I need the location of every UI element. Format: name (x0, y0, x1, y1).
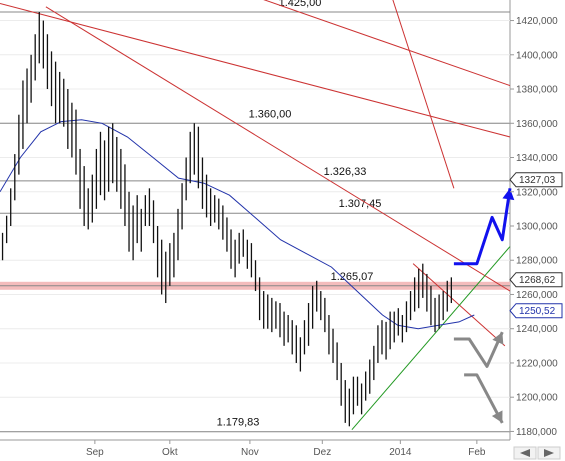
projection-arrowhead (491, 410, 503, 423)
y-tick-label: 1200,000 (516, 393, 558, 404)
candles-group (1, 11, 453, 427)
trend-line (45, 6, 511, 292)
x-tick-label: Okt (162, 447, 178, 458)
scroll-arrows[interactable] (513, 446, 561, 460)
y-axis: 1180,000 1200,000 1220,000 1240,000 1260,000… (510, 16, 558, 438)
x-tick-label: Nov (241, 447, 259, 458)
chevron-left-icon (520, 449, 530, 457)
projection-arrow (453, 331, 504, 368)
projection-arrows (453, 188, 515, 424)
y-tick-label: 1400,000 (516, 50, 558, 61)
x-tick-label: Dez (313, 447, 331, 458)
x-tick-label: 2014 (389, 447, 412, 458)
trend-line (263, 0, 511, 87)
price-badges: 1327,03 1268,62 1250,52 (509, 172, 563, 319)
level-label: 1.265,07 (331, 271, 374, 283)
x-tick-label: Feb (468, 447, 486, 458)
horizontal-levels: 1.425,00 1.360,00 1.326,33 1.307,45 1.265,07… (0, 0, 510, 433)
y-tick-label: 1180,000 (516, 427, 557, 438)
y-tick-label: 1360,000 (516, 119, 558, 130)
level-label: 1.326,33 (324, 166, 367, 178)
trend-line (392, 0, 455, 189)
projection-arrowhead (502, 188, 515, 201)
price-badge (509, 272, 563, 288)
x-tick-label: Sep (86, 447, 104, 458)
trend-line (351, 246, 511, 431)
y-tick-label: 1300,000 (516, 221, 558, 232)
chevron-right-icon (544, 449, 554, 457)
y-tick-label: 1240,000 (516, 324, 558, 335)
trend-line (0, 2, 511, 138)
trend-lines (0, 0, 511, 431)
price-badge (509, 303, 563, 319)
y-tick-label: 1380,000 (516, 85, 558, 96)
price-badge (509, 172, 563, 188)
y-tick-label: 1280,000 (516, 256, 558, 267)
level-label: 1.179,83 (217, 417, 260, 429)
projection-arrowhead (492, 332, 504, 345)
projection-arrow (453, 188, 512, 266)
level-label: 1.307,45 (339, 198, 382, 210)
grid-lines (0, 20, 510, 432)
price-badge-label: 1250,52 (519, 306, 556, 317)
y-tick-label: 1220,000 (516, 358, 558, 369)
level-label: 1.425,00 (279, 0, 322, 9)
y-tick-label: 1320,000 (516, 187, 558, 198)
price-badge-label: 1327,03 (519, 175, 556, 186)
y-tick-label: 1340,000 (516, 153, 558, 164)
y-tick-label: 1420,000 (516, 16, 558, 27)
trend-line (412, 263, 506, 347)
projection-arrow (464, 373, 504, 424)
price-badge-label: 1268,62 (519, 275, 556, 286)
y-tick-label: 1260,000 (516, 290, 558, 301)
x-axis: Sep Okt Nov Dez 2014 Feb (86, 440, 486, 458)
level-label: 1.360,00 (249, 108, 292, 120)
